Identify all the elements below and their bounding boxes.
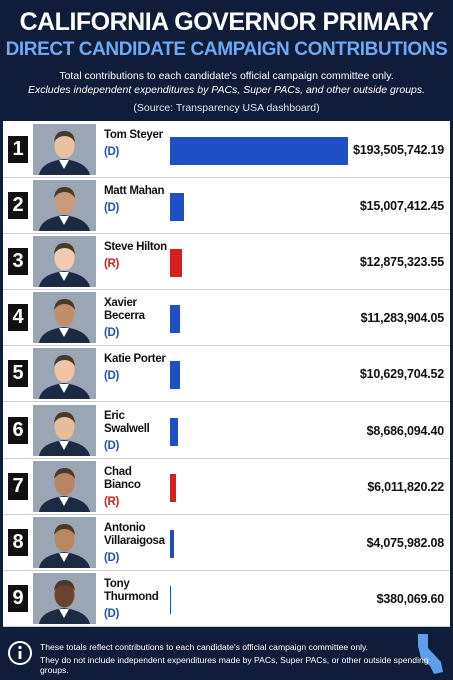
header: CALIFORNIA GOVERNOR PRIMARY DIRECT CANDI… bbox=[0, 0, 453, 120]
candidate-list: 1 Tom Steyer (D) $193,505,742.19 2 Matt Mahan… bbox=[3, 121, 450, 627]
footnote: These totals reflect contributions to ea… bbox=[40, 642, 369, 652]
rank: 1 bbox=[8, 136, 28, 163]
footer-icons bbox=[8, 634, 443, 674]
candidate-name: Steve Hilton (R) bbox=[104, 241, 170, 271]
value-label: $6,011,820.22 bbox=[367, 479, 444, 494]
candidate-name: Matt Mahan (D) bbox=[104, 185, 170, 215]
name-text: Eric Swalwell bbox=[104, 409, 150, 435]
title: CALIFORNIA GOVERNOR PRIMARY bbox=[19, 8, 434, 36]
name-text: Tom Steyer bbox=[104, 129, 163, 141]
party: (D) bbox=[104, 551, 120, 564]
candidate-name: Eric Swalwell (D) bbox=[104, 410, 170, 453]
candidate-row: 2 Matt Mahan (D) $15,007,412.45 bbox=[3, 177, 450, 235]
info-stem bbox=[18, 651, 22, 659]
candidate-name: Tony Thurmond (D) bbox=[104, 578, 170, 621]
value-label: $4,075,982.08 bbox=[366, 535, 445, 550]
name-text: Steve Hilton bbox=[104, 241, 167, 254]
party: (D) bbox=[104, 370, 120, 383]
footer: These totals reflect contributions to ea… bbox=[0, 628, 453, 680]
bar bbox=[170, 249, 182, 278]
candidate-photo bbox=[33, 124, 96, 175]
name-text: Antonio Villaraigosa bbox=[104, 521, 165, 547]
name-text: Katie Porter bbox=[104, 353, 166, 366]
info-icon bbox=[8, 641, 32, 665]
name-text: Tony Thurmond bbox=[104, 577, 159, 603]
candidate-row: 4 Xavier Becerra (D) $11,283,904.05 bbox=[3, 289, 450, 347]
value-label: $193,505,742.19 bbox=[353, 143, 444, 157]
bar bbox=[170, 529, 174, 558]
rank: 9 bbox=[8, 584, 28, 612]
candidate-name: Katie Porter (D) bbox=[104, 353, 170, 383]
candidate-name: Antonio Villaraigosa (D) bbox=[104, 522, 170, 565]
candidate-row: 7 Chad Bianco (R) $6,011,820.22 bbox=[3, 458, 450, 515]
name-text: Xavier Becerra bbox=[104, 297, 145, 323]
party: (D) bbox=[104, 327, 120, 340]
rank: 3 bbox=[8, 248, 28, 276]
rank: 2 bbox=[8, 192, 28, 220]
value-label: $380,069.60 bbox=[376, 591, 445, 606]
bar bbox=[170, 473, 176, 502]
name-text: Chad Bianco bbox=[104, 465, 141, 491]
candidate-row: 6 Eric Swalwell (D) $8,686,094.40 bbox=[3, 402, 450, 459]
note: Excludes independent expenditures by PAC… bbox=[27, 84, 426, 96]
party: (D) bbox=[104, 202, 120, 215]
value-label: $15,007,412.45 bbox=[359, 199, 444, 214]
name-text: Matt Mahan bbox=[104, 185, 165, 198]
party: (D) bbox=[104, 607, 120, 620]
info-dot bbox=[18, 645, 22, 650]
party: (D) bbox=[104, 439, 120, 452]
party: (D) bbox=[104, 146, 120, 158]
rank: 4 bbox=[8, 304, 28, 332]
candidate-row: 9 Tony Thurmond (D) $380,069.60 bbox=[3, 570, 450, 627]
note: Total contributions to each candidate's … bbox=[59, 70, 394, 82]
candidate-photo bbox=[33, 348, 96, 400]
bar bbox=[170, 361, 180, 390]
rank: 5 bbox=[8, 360, 28, 388]
candidate-photo bbox=[33, 236, 96, 288]
candidate-name: Xavier Becerra (D) bbox=[104, 297, 170, 340]
subtitle: DIRECT CANDIDATE CAMPAIGN CONTRIBUTIONS bbox=[5, 39, 448, 60]
candidate-photo bbox=[33, 516, 96, 568]
bar bbox=[170, 193, 184, 222]
value-label: $10,629,704.52 bbox=[359, 367, 444, 382]
bar bbox=[170, 305, 181, 334]
value-label: $11,283,904.05 bbox=[360, 311, 445, 326]
candidate-photo bbox=[33, 180, 96, 232]
candidate-name: Chad Bianco (R) bbox=[104, 466, 170, 509]
bar bbox=[170, 417, 178, 446]
bar bbox=[170, 137, 348, 165]
party: (R) bbox=[104, 258, 120, 271]
candidate-photo bbox=[33, 292, 96, 344]
value-label: $12,875,323.55 bbox=[359, 255, 444, 270]
candidate-photo bbox=[33, 572, 96, 624]
candidate-row: 3 Steve Hilton (R) $12,875,323.55 bbox=[3, 233, 450, 291]
candidate-photo bbox=[33, 460, 96, 512]
rank: 6 bbox=[8, 416, 28, 444]
rank: 7 bbox=[8, 472, 28, 500]
candidate-row: 1 Tom Steyer (D) $193,505,742.19 bbox=[3, 121, 450, 178]
footnote: They do not include independent expendit… bbox=[40, 655, 429, 675]
candidate-row: 8 Antonio Villaraigosa (D) $4,075,982.08 bbox=[3, 514, 450, 571]
source: (Source: Transparency USA dashboard) bbox=[133, 102, 320, 114]
candidate-photo bbox=[33, 404, 96, 456]
party: (R) bbox=[104, 495, 120, 508]
rank: 8 bbox=[8, 528, 28, 556]
state-icon bbox=[418, 634, 443, 674]
candidate-name: Tom Steyer (D) bbox=[104, 129, 170, 159]
candidate-row: 5 Katie Porter (D) $10,629,704.52 bbox=[3, 345, 450, 403]
value-label: $8,686,094.40 bbox=[366, 423, 445, 438]
